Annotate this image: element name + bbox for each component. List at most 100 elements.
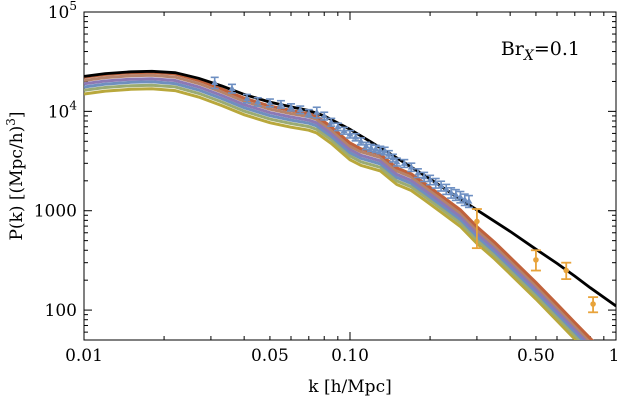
sdss-marker — [456, 193, 464, 200]
sdss-marker — [372, 145, 380, 152]
annotation-base: Br — [501, 38, 525, 60]
sdss-point-18 — [362, 141, 371, 151]
sdss-marker — [266, 99, 274, 106]
sdss-marker — [414, 169, 422, 176]
sdss-point-10 — [312, 106, 321, 119]
x-axis-ticks: 0.01 0.05 0.10 0.50 1 — [65, 346, 619, 366]
model-curve-band — [84, 70, 594, 340]
lya-marker — [590, 301, 596, 307]
lyman-alpha-point-4 — [588, 296, 599, 314]
sdss-point-2 — [227, 83, 236, 94]
model-curve-1 — [84, 70, 594, 340]
sdss-point-8 — [296, 105, 305, 115]
sdss-point-11 — [320, 111, 329, 121]
sdss-marker — [327, 118, 335, 125]
sdss-point-28 — [413, 168, 422, 179]
lyman-alpha-point-3 — [561, 261, 572, 281]
sdss-marker — [407, 163, 415, 170]
sdss-marker — [393, 158, 401, 165]
sdss-point-7 — [286, 103, 295, 112]
lya-marker — [563, 267, 570, 274]
sdss-point-20 — [371, 144, 380, 154]
y-tick-label: 104 — [48, 98, 78, 122]
sdss-point-21 — [376, 145, 385, 155]
y-tick-label: 1000 — [34, 202, 77, 222]
y-tick-base: 10 — [48, 3, 70, 23]
sdss-marker — [437, 182, 445, 189]
x-axis-label: k [h/Mpc] — [308, 377, 391, 397]
y-tick-label: 105 — [48, 0, 77, 23]
x-tick-label: 0.10 — [331, 346, 369, 366]
annotation-brx: BrX=0.1 — [501, 38, 580, 64]
lyman-alpha-point-2 — [530, 249, 541, 272]
sdss-marker — [442, 185, 450, 192]
sdss-marker — [432, 179, 440, 186]
sdss-marker — [320, 112, 328, 119]
lyman-alpha-point-1 — [471, 208, 482, 250]
sdss-point-29 — [420, 171, 429, 183]
y-axis-label-close: ] — [7, 111, 27, 118]
sdss-point-3 — [243, 93, 252, 104]
model-curve-2 — [84, 73, 591, 340]
sdss-marker — [305, 109, 313, 116]
x-tick-label: 0.50 — [517, 346, 555, 366]
sdss-marker — [426, 176, 434, 183]
lyman-alpha-data-points — [471, 208, 599, 314]
x-tick-label: 1 — [609, 346, 620, 366]
sdss-point-14 — [340, 126, 349, 135]
lya-marker — [533, 257, 539, 263]
sdss-marker — [465, 197, 473, 204]
sdss-marker — [367, 144, 375, 151]
sdss-point-38 — [464, 194, 473, 209]
sdss-marker — [334, 123, 342, 130]
y-tick-exp: 5 — [69, 0, 77, 13]
sdss-marker — [254, 98, 262, 105]
minor-ticks — [83, 12, 616, 341]
sdss-marker — [287, 103, 295, 110]
sdss-point-19 — [367, 143, 376, 153]
sdss-marker — [420, 173, 428, 180]
y-axis-label-exp: 3 — [4, 118, 18, 126]
sdss-point-34 — [447, 187, 456, 199]
annotation-sub: X — [523, 48, 535, 64]
sdss-marker — [461, 195, 469, 202]
sdss-point-5 — [265, 98, 274, 108]
sdss-point-36 — [456, 190, 465, 204]
y-axis-label-main: P(k) [(Mpc/h) — [7, 126, 27, 241]
sdss-marker — [400, 159, 408, 166]
sdss-marker — [228, 84, 236, 91]
sdss-marker — [381, 147, 389, 154]
sdss-marker — [211, 79, 219, 86]
sdss-point-37 — [460, 193, 469, 207]
sdss-point-27 — [407, 162, 416, 173]
sdss-marker — [346, 130, 354, 137]
sdss-point-25 — [392, 157, 401, 167]
sdss-marker — [452, 191, 460, 198]
sdss-point-15 — [346, 129, 354, 139]
sdss-marker — [296, 106, 304, 113]
sdss-point-12 — [327, 117, 336, 127]
model-curve-4 — [84, 80, 585, 340]
model-curve-6 — [84, 87, 578, 340]
sdss-data-points — [210, 76, 473, 209]
sdss-marker — [376, 146, 384, 153]
sdss-marker — [277, 100, 285, 107]
sdss-point-1 — [210, 76, 219, 90]
sdss-marker — [313, 108, 321, 115]
model-curve-5 — [84, 83, 582, 340]
model-curve-3 — [84, 77, 588, 340]
sdss-point-13 — [333, 122, 342, 132]
y-tick-label: 100 — [45, 301, 77, 321]
x-tick-label: 0.05 — [251, 346, 289, 366]
annotation-rest: =0.1 — [534, 38, 580, 60]
sdss-point-6 — [276, 99, 285, 109]
sdss-point-35 — [451, 188, 460, 202]
sdss-point-26 — [400, 158, 409, 169]
y-tick-exp: 4 — [69, 98, 77, 112]
lya-marker — [474, 218, 480, 225]
sdss-marker — [340, 127, 348, 134]
y-tick-base: 10 — [48, 102, 70, 122]
sdss-marker — [385, 150, 393, 157]
